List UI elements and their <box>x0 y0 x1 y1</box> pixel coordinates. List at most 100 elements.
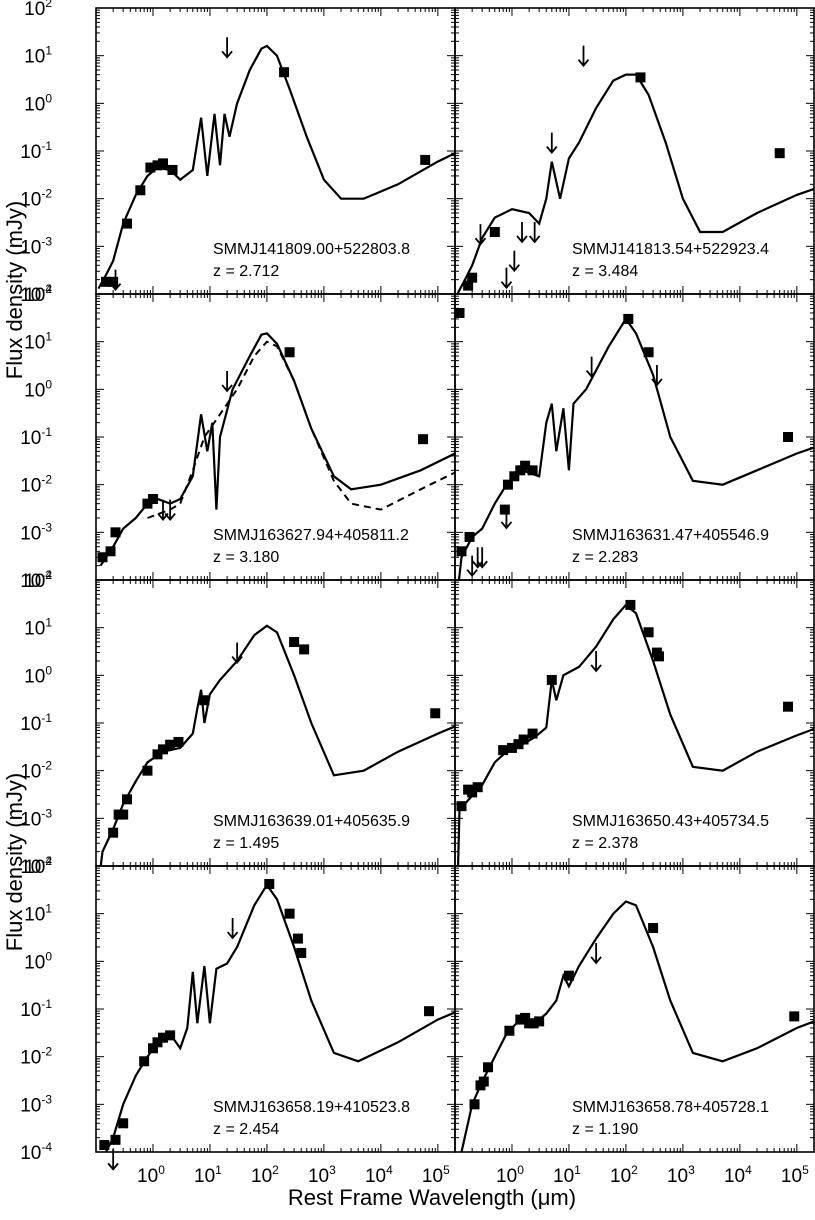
tick-marks <box>454 866 815 1153</box>
y-axis-title-top: Flux density (mJy) <box>2 201 27 379</box>
data-point <box>509 471 520 482</box>
y-tick-label: 102 <box>24 282 52 306</box>
data-point <box>110 1134 121 1145</box>
data-point <box>101 276 112 287</box>
x-tick-label: 103 <box>308 1163 336 1187</box>
data-point <box>289 637 300 648</box>
upper-limit-arrow <box>651 364 663 387</box>
panel-5: SMMJ163639.01+405635.9 z = 1.495 102 101 100… <box>20 568 456 878</box>
data-point <box>513 739 524 750</box>
y-tick-label: 10-1 <box>20 139 52 163</box>
redshift-label: z = 3.484 <box>572 263 638 280</box>
data-point <box>145 162 156 173</box>
data-point <box>147 494 158 505</box>
y-tick-label: 10-4 <box>20 568 52 592</box>
data-point <box>499 504 510 515</box>
data-point <box>165 1030 176 1041</box>
panel-6: SMMJ163650.43+405734.5 z = 2.378 <box>454 579 815 867</box>
y-tick-label: 10-2 <box>20 187 52 211</box>
y-tick-label: 101 <box>24 902 52 926</box>
y-tick-label: 100 <box>24 663 52 687</box>
data-point <box>296 947 307 958</box>
data-point <box>105 546 116 557</box>
redshift-label: z = 2.378 <box>572 835 638 852</box>
data-point <box>506 742 517 753</box>
upper-limit-arrow <box>221 370 233 393</box>
y-tick-label: 101 <box>24 616 52 640</box>
data-point <box>152 1037 163 1048</box>
data-point <box>534 1016 545 1027</box>
y-tick-label: 10-4 <box>20 1140 52 1164</box>
upper-limit-arrow <box>471 547 484 569</box>
data-point <box>264 878 275 889</box>
data-point <box>420 154 431 165</box>
data-point <box>502 479 513 490</box>
y-tick-label: 10-3 <box>20 1092 52 1116</box>
data-point <box>284 908 295 919</box>
data-point <box>418 434 429 445</box>
panel-7: SMMJ163658.19+410523.8 z = 2.454 102 101 100… <box>20 854 456 1187</box>
redshift-label: z = 2.283 <box>572 549 638 566</box>
upper-limit-arrow <box>107 1149 119 1171</box>
x-tick-label: 101 <box>553 1163 581 1187</box>
data-point <box>464 531 475 542</box>
y-tick-label: 10-3 <box>20 234 52 258</box>
source-name: SMMJ141809.00+522803.8 <box>213 241 410 258</box>
y-tick-label: 10-4 <box>20 282 52 306</box>
upper-limit-arrow <box>508 250 521 273</box>
panel-1: SMMJ141809.00+522803.8 z = 2.712 102 101 100… <box>20 0 456 306</box>
data-point <box>504 1025 515 1036</box>
data-point <box>121 218 132 229</box>
redshift-label: z = 2.712 <box>213 263 279 280</box>
upper-limit-arrow <box>226 918 239 940</box>
upper-limit-arrow <box>516 221 528 244</box>
data-point <box>158 744 169 755</box>
data-point <box>648 923 659 934</box>
y-tick-label: 10-1 <box>20 425 52 449</box>
data-point <box>469 1099 480 1110</box>
tick-marks <box>454 8 815 295</box>
data-point <box>478 1076 489 1087</box>
data-point <box>139 1056 150 1067</box>
y-tick-label: 10-1 <box>20 997 52 1021</box>
data-point <box>292 933 303 944</box>
source-name: SMMJ141813.54+522923.4 <box>572 241 769 258</box>
upper-limit-arrow <box>546 132 558 155</box>
y-tick-label: 102 <box>24 568 52 592</box>
y-tick-label: 102 <box>24 0 52 20</box>
x-tick-label: 101 <box>194 1163 222 1187</box>
data-point <box>165 739 176 750</box>
model-curve <box>99 624 455 866</box>
data-point <box>142 765 153 776</box>
upper-limit-arrow <box>528 221 541 244</box>
y-tick-label: 100 <box>24 377 52 401</box>
data-point <box>789 1011 800 1022</box>
y-tick-label: 10-2 <box>20 1045 52 1069</box>
data-point <box>483 1062 494 1073</box>
data-point <box>518 734 529 745</box>
data-point <box>167 164 178 175</box>
data-point <box>498 745 509 756</box>
data-point <box>520 460 531 471</box>
data-point <box>135 185 146 196</box>
y-tick-label: 10-3 <box>20 520 52 544</box>
panel-4: SMMJ163631.47+405546.9 z = 2.283 <box>454 293 815 581</box>
data-point <box>142 498 153 509</box>
data-point <box>643 347 654 358</box>
y-tick-label: 102 <box>24 854 52 878</box>
data-point <box>99 1140 110 1151</box>
model-curve <box>456 603 814 866</box>
data-point <box>158 158 169 169</box>
data-point <box>121 794 132 805</box>
upper-limit-arrow <box>221 37 233 59</box>
source-name: SMMJ163627.94+405811.2 <box>213 527 409 544</box>
data-point <box>783 701 794 712</box>
data-point <box>635 72 646 83</box>
source-name: SMMJ163631.47+405546.9 <box>572 527 769 544</box>
y-tick-label: 101 <box>24 44 52 68</box>
data-point <box>783 432 794 442</box>
upper-limit-arrow <box>500 267 513 290</box>
x-tick-label: 104 <box>724 1163 752 1187</box>
model-curve <box>457 316 814 580</box>
data-point <box>472 782 483 793</box>
